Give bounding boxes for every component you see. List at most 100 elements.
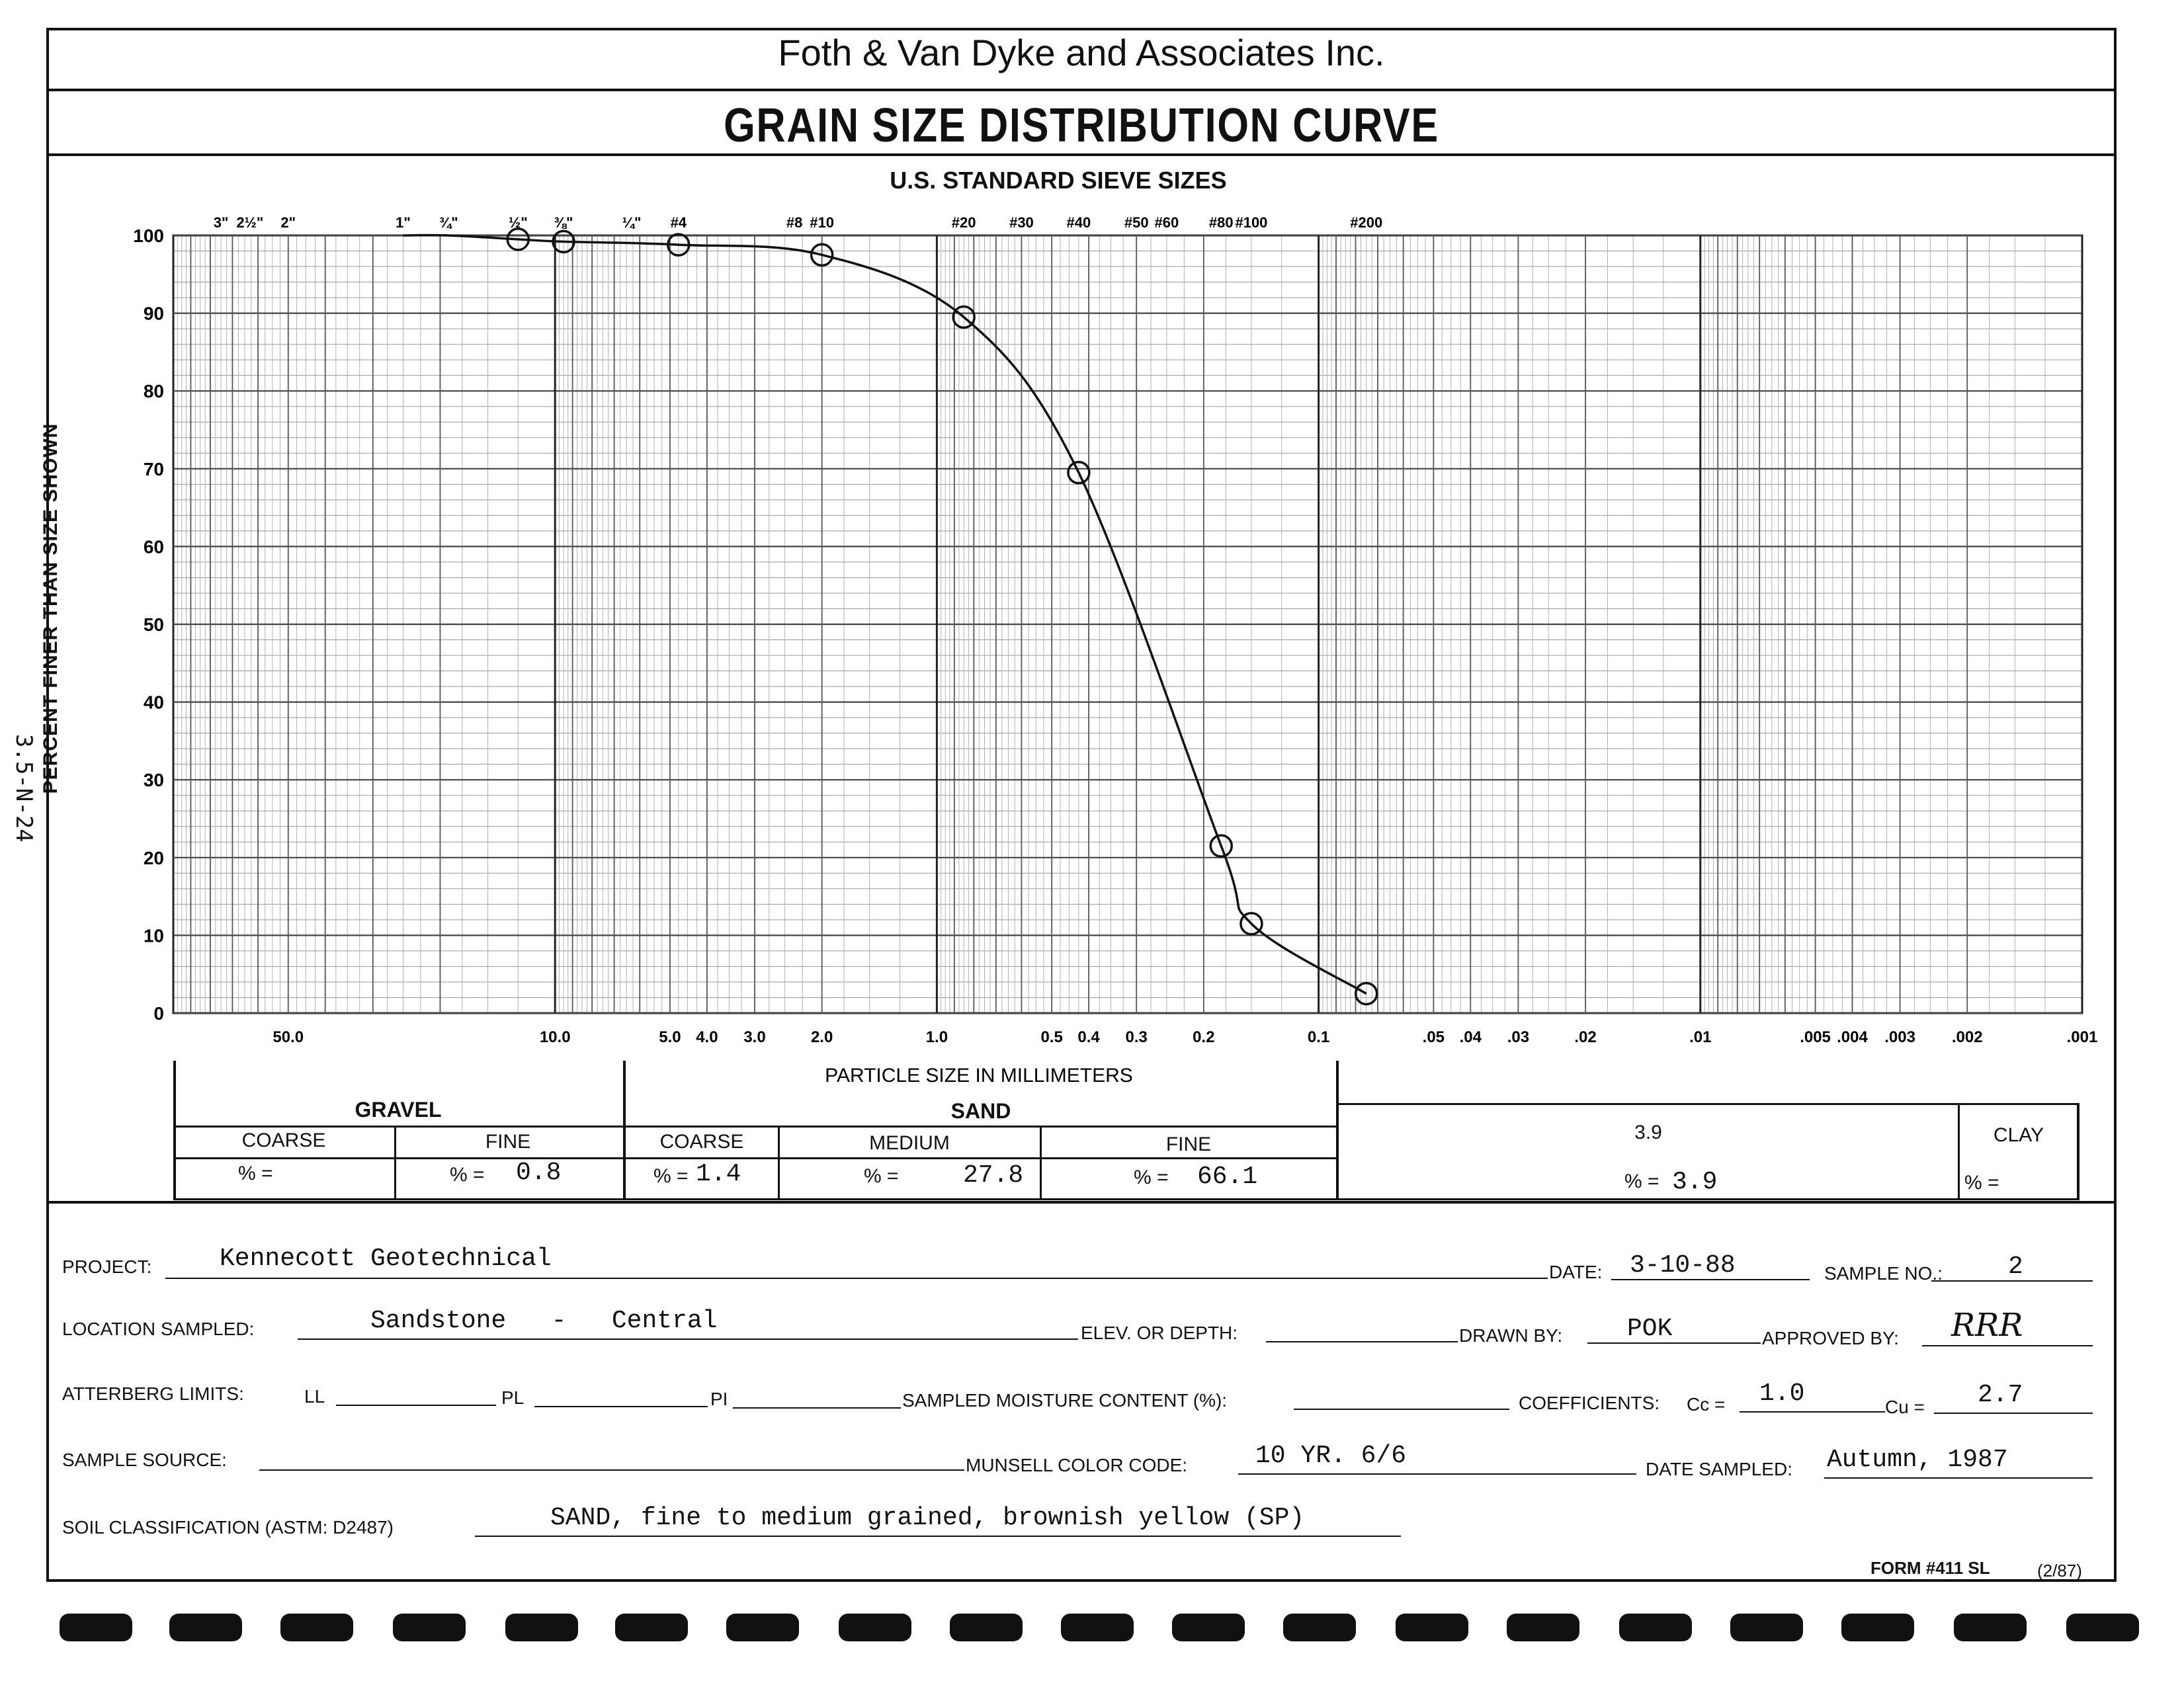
sieve-label: #50 (1124, 214, 1149, 231)
divider (46, 89, 2117, 91)
sprocket-hole (280, 1614, 353, 1641)
pct-label: % = (1964, 1172, 1999, 1194)
x-tick-label: 5.0 (659, 1028, 681, 1046)
sieve-label: ⅜" (554, 214, 573, 231)
sieve-label: #8 (786, 214, 802, 231)
drawn-by-label: DRAWN BY: (1459, 1325, 1563, 1346)
y-tick-label: 40 (144, 692, 164, 713)
form-frame (46, 28, 2117, 1582)
cu-value: 2.7 (1978, 1381, 2023, 1409)
sprocket-holes (0, 1614, 2184, 1647)
sprocket-hole (169, 1614, 242, 1641)
x-tick-label: .005 (1800, 1028, 1831, 1046)
table-border (2077, 1103, 2079, 1200)
page-title: GRAIN SIZE DISTRIBUTION CURVE (724, 99, 1439, 152)
soil-class-value: SAND, fine to medium grained, brownish y… (550, 1504, 1305, 1532)
x-ticks: 50.0 10.0 5.0 4.0 3.0 2.0 1.0 0.5 0.4 0.3 0.2 0.1 .0… (273, 1028, 2097, 1046)
x-tick-label: .003 (1884, 1028, 1915, 1046)
x-axis-label: PARTICLE SIZE IN MILLIMETERS (825, 1065, 1133, 1087)
moisture-label: SAMPLED MOISTURE CONTENT (%): (902, 1390, 1228, 1411)
table-border (173, 1061, 176, 1200)
source-line (259, 1469, 964, 1471)
sieve-label: #200 (1350, 214, 1382, 231)
munsell-label: MUNSELL COLOR CODE: (966, 1455, 1188, 1475)
sprocket-hole (1841, 1614, 1914, 1641)
date-label: DATE: (1549, 1262, 1603, 1282)
x-tick-label: .002 (1952, 1028, 1983, 1046)
date-line (1611, 1279, 1810, 1280)
sprocket-hole (1954, 1614, 2027, 1641)
divider (46, 153, 2117, 156)
approved-by-signature: RRR (1951, 1307, 2023, 1344)
sprocket-hole (726, 1614, 799, 1641)
sieve-label: #100 (1235, 214, 1267, 231)
sieve-label: 3" (214, 214, 229, 231)
x-tick-label: 0.5 (1040, 1028, 1062, 1046)
date-sampled-value: Autumn, 1987 (1827, 1446, 2008, 1474)
sample-no-value: 2 (2008, 1253, 2023, 1281)
sieve-label: ¾" (439, 214, 458, 231)
table-border (1958, 1103, 1960, 1200)
sieve-label: 2" (280, 214, 296, 231)
drawn-by-line (1587, 1342, 1761, 1344)
x-tick-label: .05 (1423, 1028, 1445, 1046)
gravel-coarse-header: COARSE (241, 1130, 326, 1151)
gravel-header: GRAVEL (355, 1098, 442, 1122)
location-line (298, 1338, 1078, 1340)
table-border (1040, 1127, 1042, 1200)
munsell-value: 10 YR. 6/6 (1255, 1442, 1407, 1470)
y-tick-label: 100 (133, 226, 164, 246)
data-point (952, 305, 976, 329)
sprocket-hole (1507, 1614, 1579, 1641)
sprocket-hole (1061, 1614, 1134, 1641)
moisture-line (1294, 1409, 1509, 1410)
pct-label: % = (238, 1163, 273, 1184)
sieve-label: ¼" (622, 214, 642, 231)
pl-line (534, 1406, 708, 1407)
sieve-label: #10 (810, 214, 834, 231)
data-point (1354, 981, 1378, 1006)
table-border (623, 1061, 626, 1200)
x-tick-label: .02 (1574, 1028, 1596, 1046)
source-label: SAMPLE SOURCE: (62, 1450, 227, 1470)
series (403, 227, 1378, 1006)
sieve-label: #80 (1209, 214, 1234, 231)
pct-label: % = (450, 1164, 485, 1186)
sieve-ticks: 3" 2½" 2" 1" ¾" ½" ⅜" ¼" #4 #8 #10 #20 #30 #40 #50 #60 #… (214, 214, 1382, 231)
cc-value: 1.0 (1759, 1379, 1805, 1408)
project-label: PROJECT: (62, 1256, 152, 1277)
sprocket-hole (393, 1614, 466, 1641)
y-tick-label: 30 (144, 770, 164, 790)
sample-no-label: SAMPLE NO.: (1824, 1263, 1943, 1284)
x-tick-label: 50.0 (273, 1028, 304, 1046)
pct-label: % = (1134, 1167, 1169, 1188)
date-value: 3-10-88 (1630, 1251, 1736, 1280)
pct-label: % = (1624, 1171, 1659, 1192)
x-tick-label: 4.0 (696, 1028, 718, 1046)
pct-label: % = (864, 1165, 899, 1187)
elev-label: ELEV. OR DEPTH: (1081, 1323, 1238, 1343)
sprocket-hole (1730, 1614, 1803, 1641)
cc-label: Cc = (1687, 1394, 1726, 1415)
x-tick-label: .04 (1460, 1028, 1482, 1046)
sand-header: SAND (950, 1099, 1011, 1123)
divider (46, 1201, 2117, 1204)
pl-label: PL (501, 1387, 525, 1408)
pi-label: PI (710, 1389, 728, 1409)
y-tick-label: 0 (153, 1003, 164, 1024)
x-tick-label: .01 (1689, 1028, 1711, 1046)
sprocket-hole (1283, 1614, 1356, 1641)
x-tick-label: .004 (1837, 1028, 1868, 1046)
sieve-label: 2½" (236, 214, 263, 231)
x-tick-label: 10.0 (540, 1028, 571, 1046)
data-point (1067, 460, 1091, 485)
ll-label: LL (304, 1386, 325, 1407)
sprocket-hole (505, 1614, 578, 1641)
data-point (506, 227, 530, 251)
sprocket-hole (1619, 1614, 1692, 1641)
silt-value: 3.9 (1672, 1168, 1718, 1196)
sand-fine-header: FINE (1165, 1133, 1212, 1155)
project-value: Kennecott Geotechnical (220, 1245, 552, 1273)
location-label: LOCATION SAMPLED: (62, 1319, 255, 1339)
sprocket-hole (839, 1614, 911, 1641)
